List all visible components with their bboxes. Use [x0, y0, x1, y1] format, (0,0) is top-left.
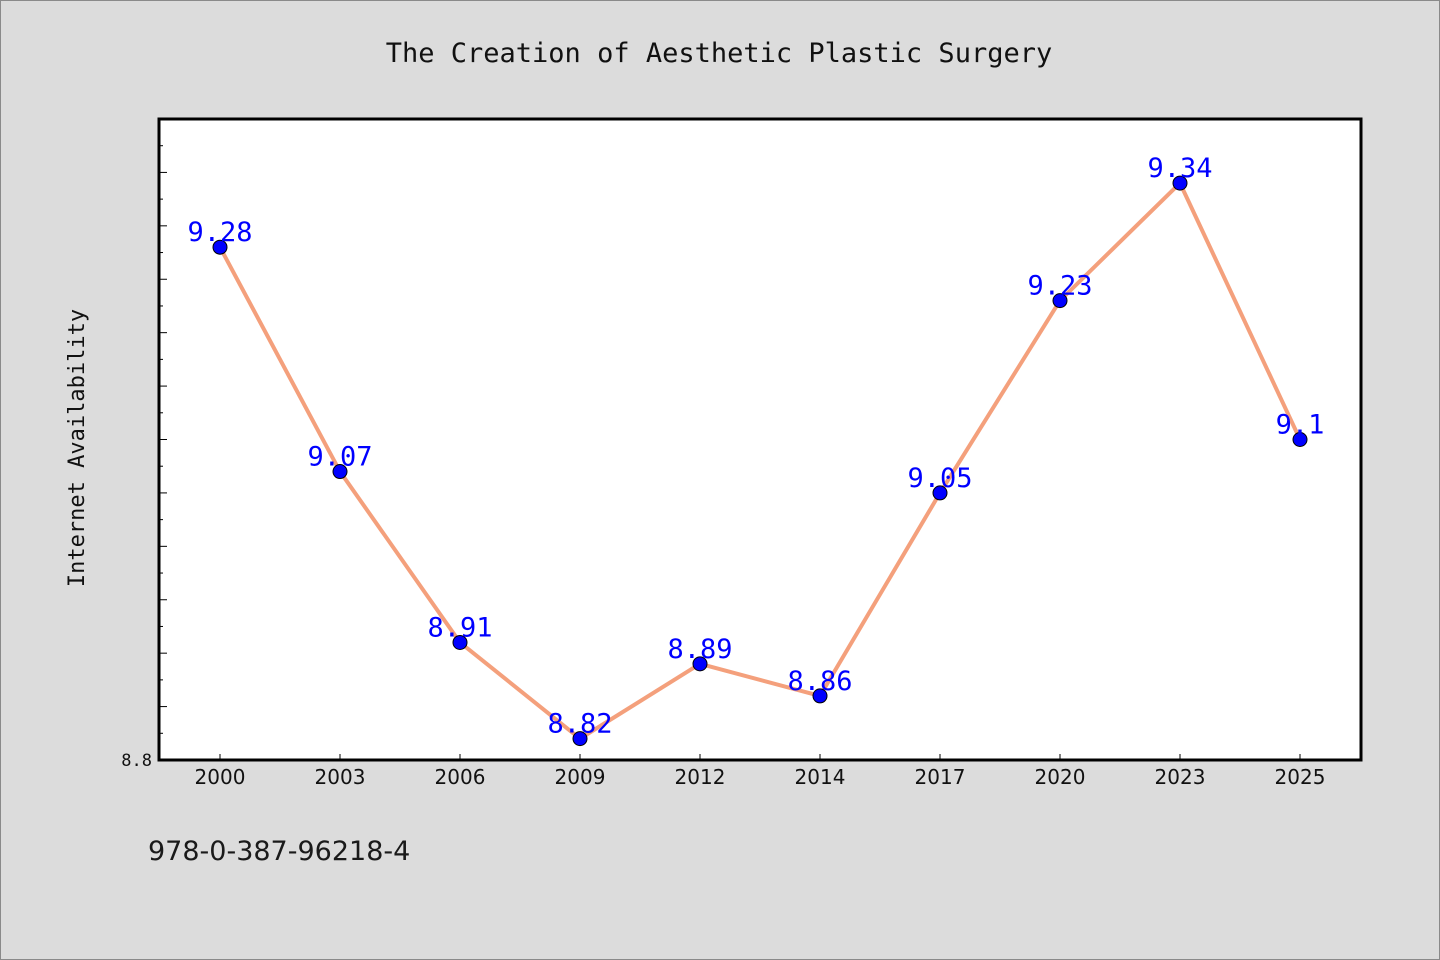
x-tick-label: 2014	[795, 765, 846, 789]
x-tick-label: 2006	[435, 765, 486, 789]
data-point	[692, 656, 708, 672]
data-label: 9.05	[907, 463, 972, 494]
plot-area	[157, 117, 1363, 762]
data-point	[332, 464, 348, 480]
x-tick-label: 2003	[315, 765, 366, 789]
data-point	[452, 634, 468, 650]
x-tick-label: 2009	[555, 765, 606, 789]
x-tick-label: 2017	[915, 765, 966, 789]
data-point	[1172, 175, 1188, 191]
data-label: 8.91	[427, 612, 492, 643]
x-tick-label: 2020	[1035, 765, 1086, 789]
data-label: 9.23	[1027, 271, 1092, 302]
data-point	[1052, 293, 1068, 309]
y-tick-label: 8.8	[121, 751, 152, 771]
data-label: 9.28	[187, 217, 252, 248]
data-point	[212, 239, 228, 255]
data-label: 9.1	[1276, 410, 1325, 441]
data-labels: 9.28 9.07 8.91 8.82 8.89 8.86 9.05 9.23 9.34 9.1	[187, 153, 1324, 740]
data-point	[932, 485, 948, 501]
series-markers	[212, 175, 1308, 747]
data-point	[1292, 432, 1308, 447]
x-tick-label: 2012	[675, 765, 726, 789]
x-tick-label: 2025	[1275, 765, 1326, 789]
chart-title: The Creation of Aesthetic Plastic Surger…	[386, 38, 1052, 69]
series-line	[218, 181, 1302, 741]
series-polyline	[218, 181, 1302, 741]
data-label: 8.82	[547, 709, 612, 740]
x-axis-ticks: 2000 2003 2006 2009 2012 2014 2017 2020 2023 2025	[195, 754, 1326, 789]
data-label: 8.86	[787, 666, 852, 697]
footnote-isbn: 978-0-387-96218-4	[148, 836, 411, 867]
data-label: 9.07	[307, 442, 372, 473]
y-axis-ticks	[159, 118, 167, 734]
data-point	[572, 731, 588, 747]
x-tick-label: 2000	[195, 765, 246, 789]
y-axis-label: Internet Availability	[65, 309, 90, 587]
data-label: 8.89	[667, 634, 732, 665]
x-tick-label: 2023	[1155, 765, 1206, 789]
data-label: 9.34	[1147, 153, 1212, 184]
data-point	[812, 688, 828, 704]
